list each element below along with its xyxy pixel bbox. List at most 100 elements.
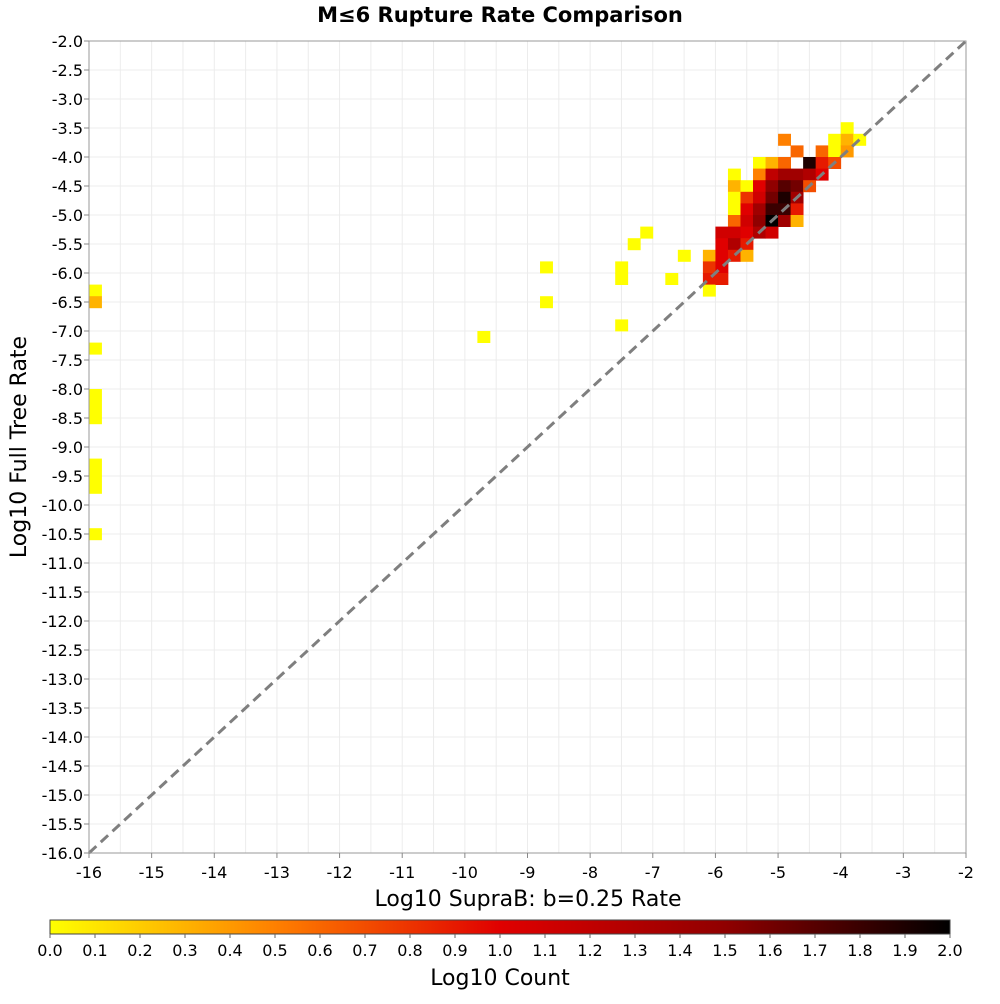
heatmap-cell: [715, 249, 729, 262]
heatmap-cell: [765, 180, 779, 193]
heatmap-cell: [89, 470, 102, 483]
colorbar-tick-label: 1.8: [847, 941, 872, 960]
heatmap-cell: [89, 389, 102, 401]
heatmap-cell: [615, 273, 629, 285]
y-tick-label: -3.0: [52, 90, 83, 109]
colorbar-tick-label: 0.3: [172, 941, 197, 960]
heatmap-cell: [715, 273, 729, 285]
colorbar-label: Log10 Count: [430, 966, 570, 991]
y-tick-label: -15.5: [42, 815, 83, 834]
heatmap-cell: [778, 157, 791, 169]
y-tick-label: -5.0: [52, 206, 83, 225]
heatmap-cell: [740, 249, 754, 262]
y-tick-label: -8.5: [52, 409, 83, 428]
heatmap-cell: [540, 296, 553, 309]
heatmap-cell: [89, 528, 102, 541]
heatmap-cell: [753, 157, 766, 169]
chart-title: M≤6 Rupture Rate Comparison: [317, 3, 683, 27]
heatmap-cell: [778, 180, 791, 193]
x-tick-label: -10: [452, 863, 478, 882]
colorbar-tick-label: 1.9: [892, 941, 917, 960]
y-tick-label: -2.5: [52, 61, 83, 80]
heatmap-cell: [89, 400, 102, 413]
x-tick-label: -5: [770, 863, 786, 882]
heatmap-cell: [753, 180, 766, 193]
heatmap-cell: [790, 145, 804, 158]
y-tick-label: -3.5: [52, 119, 83, 138]
heatmap-cell: [540, 261, 553, 274]
heatmap-cell: [89, 412, 102, 425]
colorbar-tick-label: 1.7: [802, 941, 827, 960]
heatmap-cell: [765, 157, 779, 169]
heatmap-cell: [727, 191, 741, 204]
heatmap-cell: [702, 284, 716, 297]
heatmap-cell: [627, 238, 641, 251]
x-tick-label: -6: [707, 863, 723, 882]
heatmap-cell: [815, 145, 829, 158]
grid: [88, 40, 967, 854]
y-axis-ticks: -2.0 -2.5 -3.0 -3.5 -4.0 -4.5 -5.0 -5.5 -6.0 -6.5…: [42, 32, 89, 863]
colorbar-tick-label: 0.0: [37, 941, 62, 960]
heatmap-cell: [727, 180, 741, 193]
colorbar-tick-label: 0.6: [307, 941, 332, 960]
y-tick-label: -10.0: [42, 496, 83, 515]
y-tick-label: -4.5: [52, 177, 83, 196]
colorbar-tick-label: 0.5: [262, 941, 287, 960]
y-tick-label: -9.0: [52, 438, 83, 457]
heatmap-cell: [828, 145, 842, 158]
heatmap-cell: [828, 133, 842, 146]
x-tick-label: -11: [389, 863, 415, 882]
heatmap-cell: [715, 226, 729, 239]
heatmap-cell: [753, 203, 766, 216]
y-tick-label: -14.0: [42, 728, 83, 747]
colorbar-tick-label: 0.9: [442, 941, 467, 960]
heatmap-cell: [702, 249, 716, 262]
y-tick-label: -11.5: [42, 583, 83, 602]
y-tick-label: -8.0: [52, 380, 83, 399]
heatmap-cell: [677, 249, 691, 262]
heatmap-cell: [765, 191, 779, 204]
y-tick-label: -2.0: [52, 32, 83, 51]
y-tick-label: -6.0: [52, 264, 83, 283]
x-tick-label: -12: [327, 863, 353, 882]
heatmap-cell: [477, 331, 491, 343]
heatmap-cell: [740, 203, 754, 216]
x-axis-label: Log10 SupraB: b=0.25 Rate: [374, 887, 681, 912]
x-axis-ticks: -16 -15 -14 -13 -12 -11 -10 -9 -8 -7 -6 -5 -4 -3 -2: [76, 853, 974, 882]
y-tick-label: -5.5: [52, 235, 83, 254]
heatmap-cell: [765, 226, 779, 239]
heatmap-cell: [727, 226, 741, 239]
colorbar: [49, 919, 951, 935]
heatmap-cell: [727, 203, 741, 216]
heatmap-cell: [727, 215, 741, 227]
heatmap-cell: [778, 133, 791, 146]
heatmap-cell: [727, 238, 741, 251]
y-tick-label: -15.0: [42, 786, 83, 805]
heatmap-cell: [89, 481, 102, 494]
colorbar-tick-label: 1.6: [757, 941, 782, 960]
y-axis-label: Log10 Full Tree Rate: [7, 336, 32, 558]
heatmap-cell: [615, 319, 629, 332]
y-tick-label: -11.0: [42, 554, 83, 573]
heatmap-cell: [778, 215, 791, 227]
y-tick-label: -7.5: [52, 351, 83, 370]
heatmap-cell: [765, 203, 779, 216]
heatmap-cell: [615, 261, 629, 274]
heatmap-cell: [89, 296, 102, 309]
y-tick-label: -14.5: [42, 757, 83, 776]
heatmap-cell: [740, 226, 754, 239]
x-tick-label: -4: [833, 863, 849, 882]
x-tick-label: -15: [139, 863, 165, 882]
colorbar-tick-label: 0.2: [127, 941, 152, 960]
heatmap-cell: [665, 273, 679, 285]
reference-line-y-equals-x: [87, 39, 968, 855]
y-tick-label: -16.0: [42, 844, 83, 863]
y-tick-label: -12.0: [42, 612, 83, 631]
heatmap-cell: [840, 133, 854, 146]
heatmap-cell: [753, 191, 766, 204]
heatmap-cell: [715, 238, 729, 251]
heatmap-cell: [815, 157, 829, 169]
heatmap-cell: [89, 458, 102, 471]
